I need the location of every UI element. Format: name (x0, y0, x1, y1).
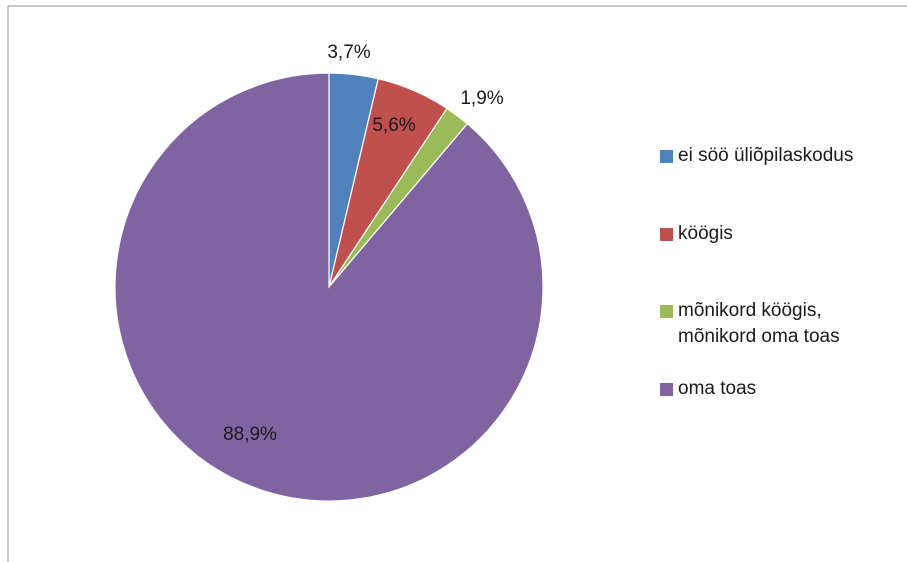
legend-label-ei-soo: ei söö üliõpilaskodus (678, 145, 854, 166)
slice-labels: 3,7% 5,6% 1,9% 88,9% (223, 42, 504, 445)
legend-item-monikord: mõnikord köögis, mõnikord oma toas (660, 298, 900, 350)
legend-item-ei-soo: ei söö üliõpilaskodus (660, 143, 900, 169)
data-label-oma-toas: 88,9% (223, 424, 277, 445)
legend-swatch-monikord (660, 305, 673, 318)
legend-swatch-oma-toas (660, 383, 673, 396)
legend-label-monikord: mõnikord köögis, mõnikord oma toas (678, 300, 840, 347)
legend-swatch-koogis (660, 228, 673, 241)
data-label-monikord: 1,9% (460, 88, 503, 109)
data-label-koogis: 5,6% (372, 115, 415, 136)
legend-label-oma-toas: oma toas (678, 378, 757, 399)
legend-swatch-ei-soo (660, 150, 673, 163)
pie-slice-oma-toas (114, 72, 544, 502)
data-label-ei-soo: 3,7% (327, 42, 370, 63)
legend-label-koogis: köögis (678, 223, 733, 244)
legend-item-koogis: köögis (660, 221, 900, 247)
legend-item-oma-toas: oma toas (660, 376, 900, 402)
pie-slices (114, 72, 544, 502)
